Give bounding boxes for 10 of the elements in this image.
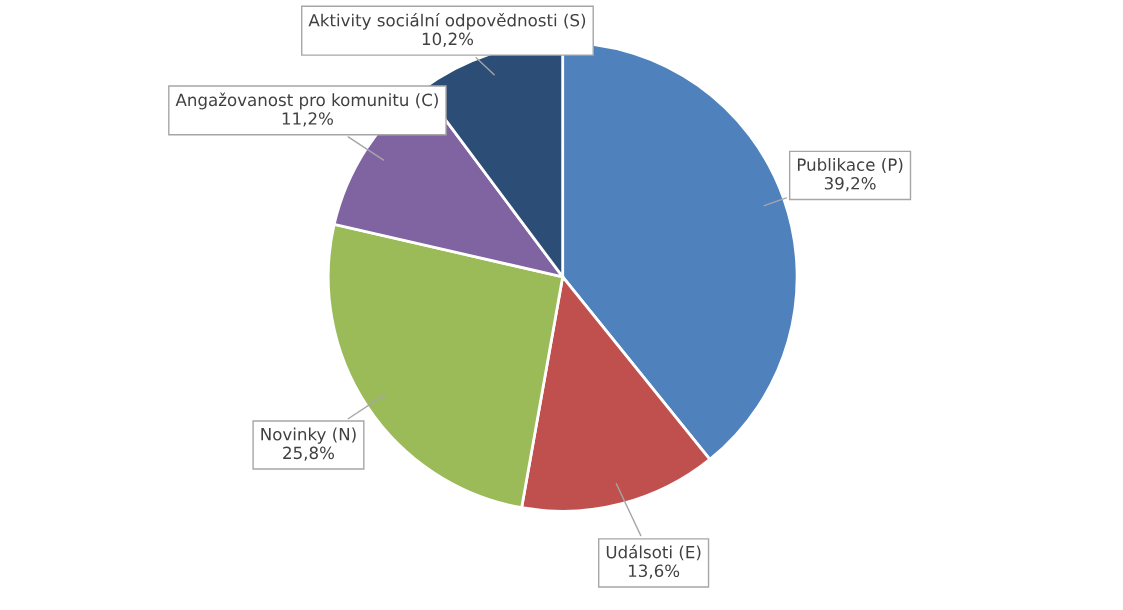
- slice-label: Publikace (P): [797, 158, 903, 173]
- data-label: 39,2%: [824, 176, 876, 192]
- slice-label: Událsoti (E): [606, 544, 701, 561]
- slice-label: Aktivity sociální odpovědnosti (S): [308, 12, 586, 30]
- slice-label: Novinky (N): [261, 427, 356, 444]
- data-label: 25,8%: [283, 446, 335, 461]
- data-label: 13,6%: [628, 564, 680, 579]
- slice-label: Angažovanost pro komunitu (C): [175, 92, 438, 110]
- data-label: 11,2%: [282, 112, 333, 127]
- data-label: 10,2%: [422, 32, 474, 47]
